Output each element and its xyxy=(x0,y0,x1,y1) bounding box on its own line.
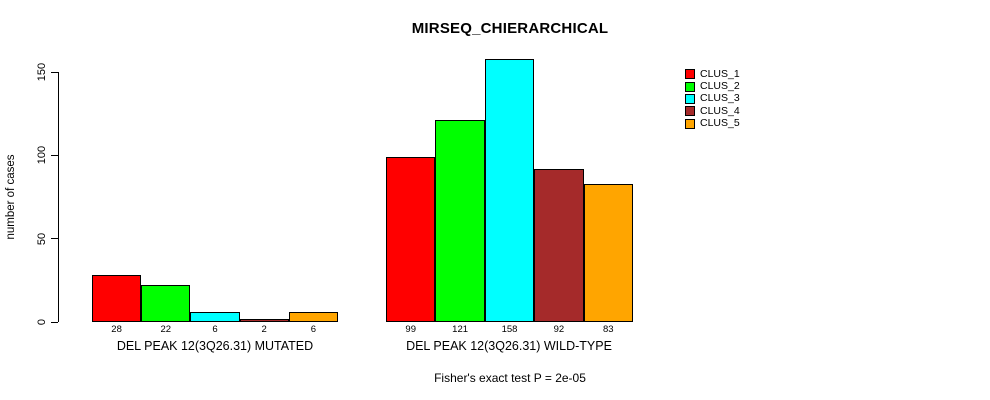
bar-clus_3-mutated xyxy=(190,312,240,322)
bar-clus_2-wild-type xyxy=(435,120,485,322)
bar-value-label: 92 xyxy=(553,324,565,335)
y-axis-tick-label: 150 xyxy=(36,62,48,82)
legend-label: CLUS_5 xyxy=(700,117,740,130)
y-axis-line xyxy=(58,72,59,322)
y-axis-tick xyxy=(51,71,58,73)
x-group-label-wild-type: DEL PEAK 12(3Q26.31) WILD-TYPE xyxy=(406,339,612,353)
bar-value-label: 99 xyxy=(405,324,416,335)
bar-value-label: 121 xyxy=(452,324,469,335)
bar-clus_5-mutated xyxy=(288,312,338,322)
legend-label: CLUS_3 xyxy=(700,92,740,105)
legend-swatch-clus_3 xyxy=(685,93,695,104)
legend-item-clus_5: CLUS_5 xyxy=(685,118,740,130)
bar-value-label: 6 xyxy=(212,324,218,335)
legend-item-clus_1: CLUS_1 xyxy=(685,68,740,80)
y-axis-label: number of cases xyxy=(5,154,17,240)
y-axis-tick xyxy=(51,154,58,156)
bar-clus_4-wild-type xyxy=(534,168,584,322)
legend-label: CLUS_1 xyxy=(700,67,740,80)
y-axis-tick xyxy=(51,238,58,240)
y-axis-tick xyxy=(51,321,58,323)
legend-item-clus_2: CLUS_2 xyxy=(685,80,740,92)
legend-swatch-clus_5 xyxy=(685,118,695,129)
legend-item-clus_3: CLUS_3 xyxy=(685,93,740,105)
bar-clus_4-mutated xyxy=(239,318,289,322)
legend-swatch-clus_4 xyxy=(685,106,695,117)
bar-value-label: 83 xyxy=(603,324,614,335)
y-axis-tick-label: 100 xyxy=(36,146,48,165)
legend-label: CLUS_2 xyxy=(700,80,740,93)
bar-clus_1-mutated xyxy=(92,275,142,322)
legend: CLUS_1 CLUS_2 CLUS_3 CLUS_4 CLUS_5 xyxy=(685,68,740,130)
bar-clus_3-wild-type xyxy=(484,58,535,322)
legend-swatch-clus_2 xyxy=(685,81,695,92)
bar-value-label: 6 xyxy=(310,324,317,335)
y-axis-tick-label: 50 xyxy=(36,232,48,245)
bar-clus_5-wild-type xyxy=(583,183,633,322)
chart-title: MIRSEQ_CHIERARCHICAL xyxy=(411,20,609,37)
legend-item-clus_4: CLUS_4 xyxy=(685,105,740,117)
bar-value-label: 22 xyxy=(160,324,172,335)
y-axis-tick-label: 0 xyxy=(36,318,48,326)
bar-value-label: 2 xyxy=(261,324,267,335)
legend-label: CLUS_4 xyxy=(700,104,740,117)
bar-clus_2-mutated xyxy=(141,285,191,322)
x-group-label-mutated: DEL PEAK 12(3Q26.31) MUTATED xyxy=(116,339,314,353)
bar-clus_1-wild-type xyxy=(386,157,436,322)
caption-fishers-test: Fisher's exact test P = 2e-05 xyxy=(434,371,586,385)
legend-swatch-clus_1 xyxy=(685,69,695,80)
bar-value-label: 158 xyxy=(501,324,518,335)
bar-value-label: 28 xyxy=(111,324,122,335)
